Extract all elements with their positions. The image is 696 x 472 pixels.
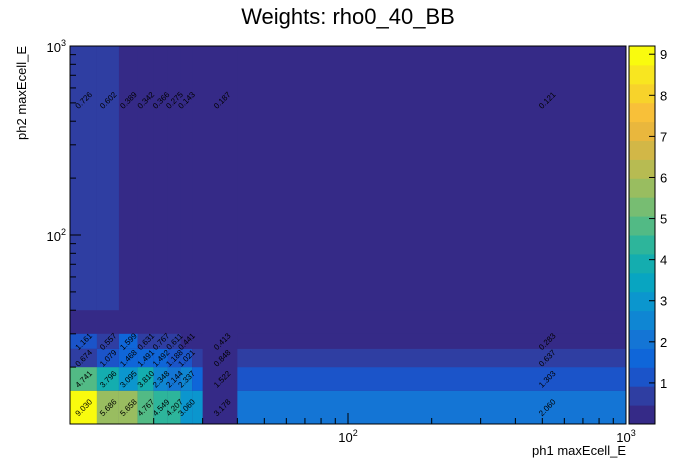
heatmap-cell-16 — [192, 367, 203, 391]
axis-ticks — [69, 45, 627, 425]
heatmap-cell-25 — [192, 348, 203, 368]
color-scale-tick-label-0: 1 — [660, 376, 667, 391]
color-scale-tick-label-3: 4 — [660, 253, 667, 268]
color-scale-swatch-19 — [629, 46, 655, 66]
color-scale-swatch-5 — [629, 310, 655, 330]
heatmap-cell-7 — [192, 390, 203, 424]
heatmap-cell-2 — [118, 390, 138, 424]
color-scale-swatch-16 — [629, 102, 655, 123]
heatmap-cell-44 — [237, 46, 626, 311]
heatmap-cell-5 — [167, 390, 181, 424]
heatmap-cell-40 — [153, 46, 168, 311]
heatmap-cell-1 — [96, 390, 119, 424]
heatmap-cell-35 — [237, 333, 626, 349]
color-scale-swatch-10 — [629, 216, 655, 236]
heatmap-cell-39 — [137, 46, 154, 311]
color-scale-border — [628, 45, 656, 425]
heatmap-cell-6 — [180, 390, 193, 424]
heatmap-cell-13 — [153, 367, 168, 391]
heatmap-cell-17 — [237, 367, 626, 391]
color-scale-swatch-7 — [629, 272, 655, 293]
color-scale-tick-label-6: 7 — [660, 129, 667, 144]
x-tick-label-1000: 103 — [616, 428, 635, 445]
color-scale-ticks: 1 2 3 4 5 6 7 8 9 — [649, 47, 667, 391]
heatmap-cell-12 — [137, 367, 154, 391]
chart-title: Weights: rho0_40_BB — [241, 4, 455, 29]
color-scale-swatch-1 — [629, 386, 655, 406]
y-tick-label-1000: 103 — [47, 38, 66, 55]
color-scale-tick-label-8: 9 — [660, 47, 667, 62]
color-scale-swatch-9 — [629, 235, 655, 255]
heatmap-cell-26 — [237, 348, 626, 368]
color-scale-swatch-6 — [629, 291, 655, 312]
color-scale-tick-label-4: 5 — [660, 212, 667, 227]
color-scale-swatch-11 — [629, 197, 655, 217]
heatmap-cell-30 — [137, 333, 154, 349]
color-scale-swatch-2 — [629, 367, 655, 387]
heatmap-cell-9 — [70, 367, 97, 391]
heatmap-cell-37 — [96, 46, 119, 311]
color-scale-bar — [628, 45, 656, 425]
color-scale-swatch-15 — [629, 121, 655, 141]
heatmap-cell-21 — [137, 348, 154, 368]
heatmap-cell-29 — [118, 333, 138, 349]
heatmap-cell-34 — [192, 333, 203, 349]
color-scale-swatch-13 — [629, 159, 655, 179]
x-tick-label-100: 102 — [338, 428, 357, 445]
color-scale-swatch-3 — [629, 348, 655, 368]
color-scale-tick-label-2: 3 — [660, 294, 667, 309]
heatmap-cell-0 — [70, 390, 97, 424]
heatmap-cell-10 — [96, 367, 119, 391]
y-axis-label: ph2 maxEcell_E — [14, 46, 29, 140]
color-scale-swatch-14 — [629, 140, 655, 160]
heatmap-cell-20 — [118, 348, 138, 368]
heatmap-cell-38 — [118, 46, 138, 311]
heatmap-cell-18 — [70, 348, 97, 368]
heatmap-cell-3 — [137, 390, 154, 424]
heatmap-cell-42 — [180, 46, 193, 311]
x-axis-label: ph1 maxEcell_E — [532, 443, 626, 458]
heatmap-cell-28 — [96, 333, 119, 349]
heatmap-cell-22 — [153, 348, 168, 368]
color-scale-swatch-4 — [629, 329, 655, 349]
heatmap-cell-14 — [167, 367, 181, 391]
color-scale-swatch-8 — [629, 253, 655, 274]
color-scale-tick-label-5: 6 — [660, 170, 667, 185]
heatmap-cell-33 — [180, 333, 193, 349]
heatmap-cell-24 — [180, 348, 193, 368]
heatmap-cell-32 — [167, 333, 181, 349]
heatmap-cell-41 — [167, 46, 181, 311]
heatmap-cell-4 — [153, 390, 168, 424]
heatmap-cell-11 — [118, 367, 138, 391]
heatmap-cell-23 — [167, 348, 181, 368]
heatmap-cell-15 — [180, 367, 193, 391]
heatmap-cell-19 — [96, 348, 119, 368]
heatmap-cell-27 — [70, 333, 97, 349]
heatmap-cell-43 — [192, 46, 203, 311]
color-scale-swatch-12 — [629, 178, 655, 198]
color-scale-tick-label-7: 8 — [660, 88, 667, 103]
heatmap-cell-31 — [153, 333, 168, 349]
color-scale-swatch-17 — [629, 83, 655, 104]
y-tick-label-100: 102 — [47, 227, 66, 244]
color-scale-swatch-18 — [629, 64, 655, 85]
heatmap-cells — [70, 46, 626, 424]
color-scale-tick-label-1: 2 — [660, 335, 667, 350]
color-scale-swatch-0 — [629, 405, 655, 425]
